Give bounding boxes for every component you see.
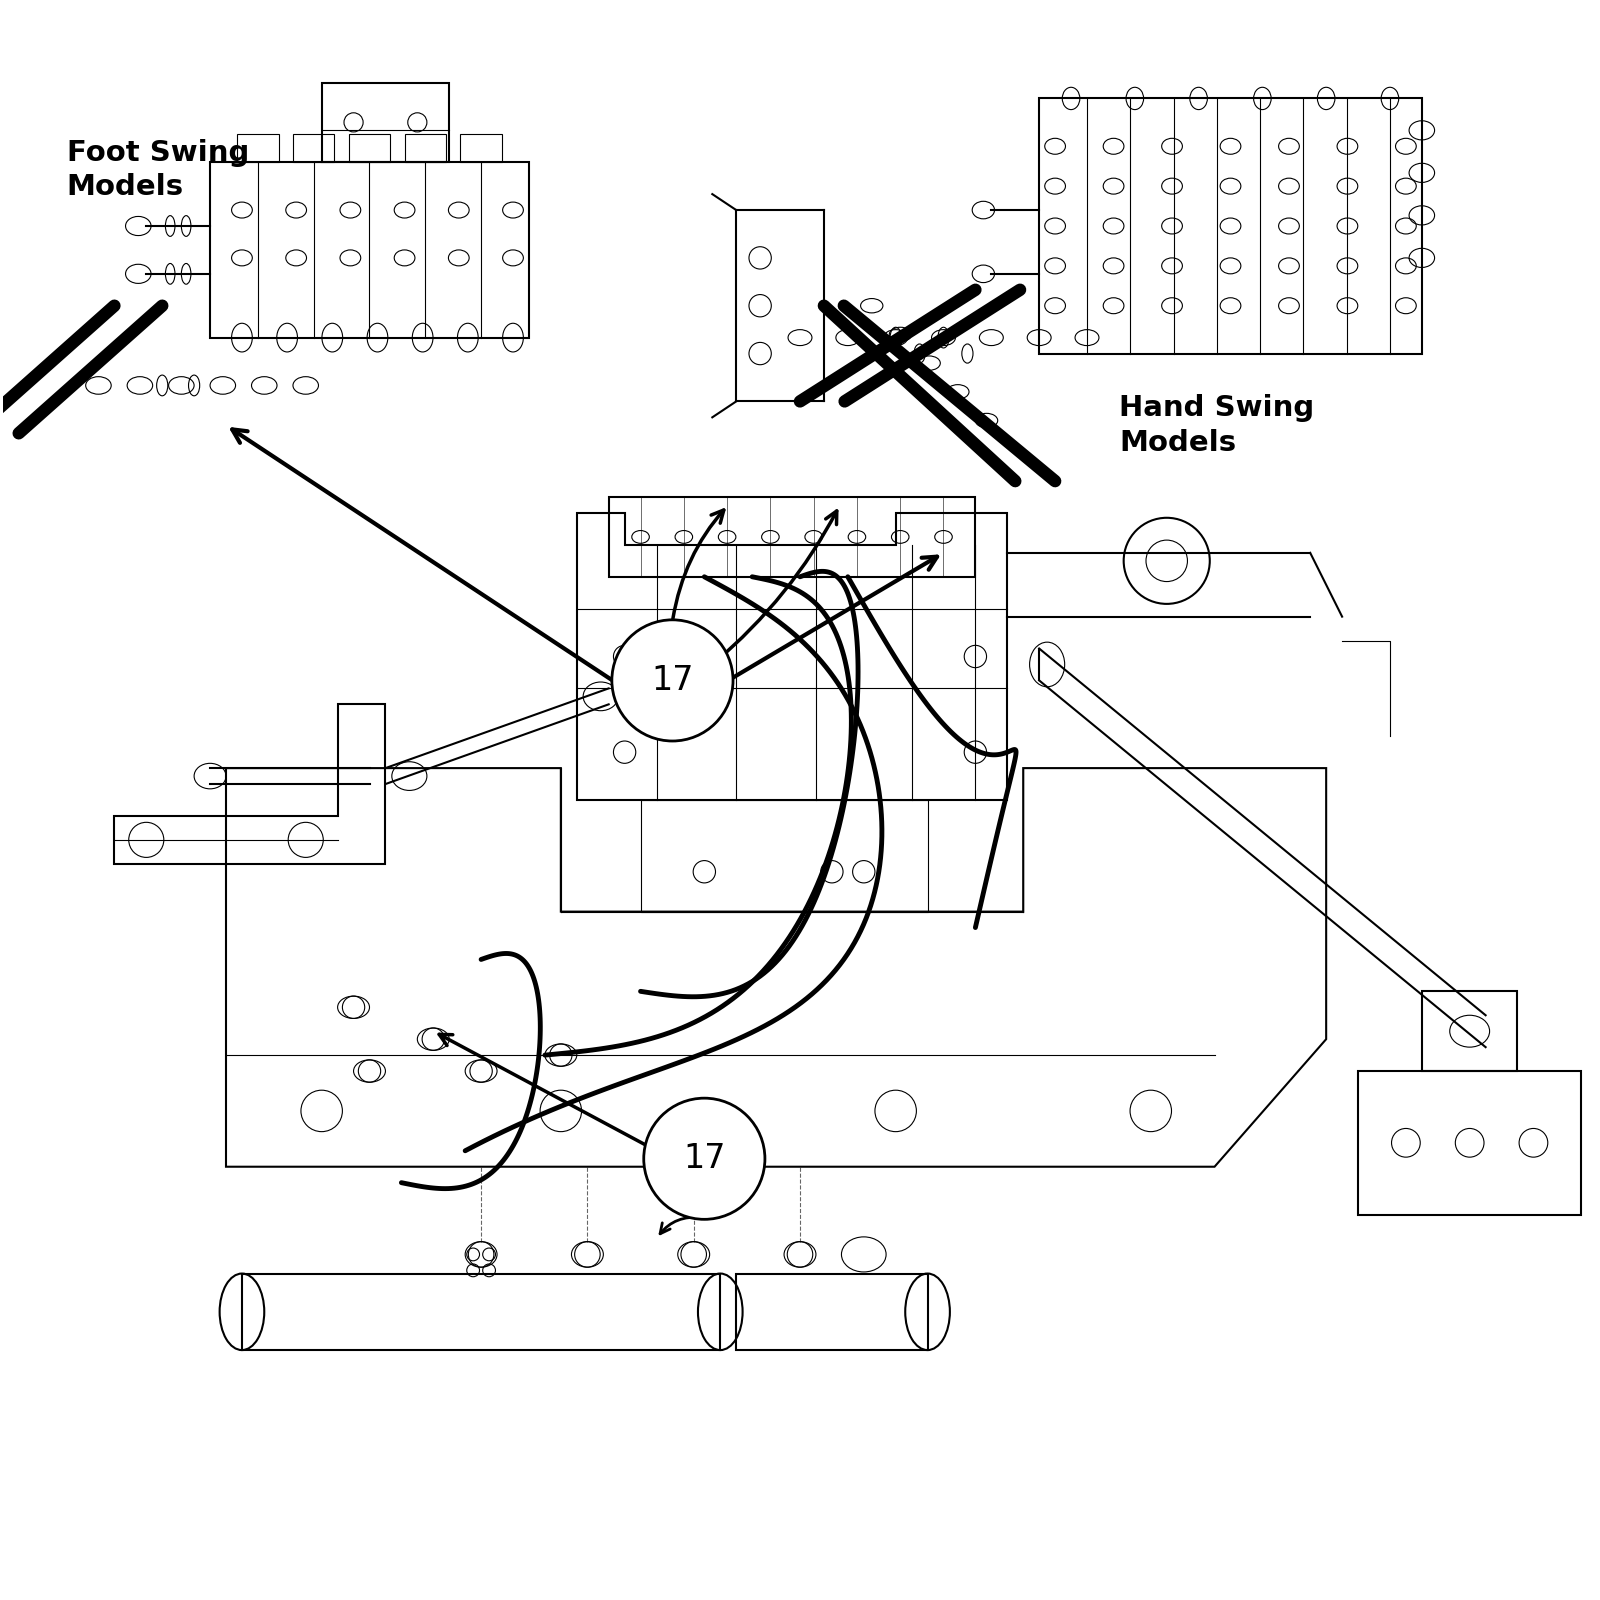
Bar	[640, 800, 928, 912]
Circle shape	[611, 619, 733, 741]
Bar	[242, 1274, 720, 1350]
Text: Foot Swing
Models: Foot Swing Models	[67, 139, 250, 202]
Text: 17: 17	[651, 664, 694, 698]
Text: 17: 17	[683, 1142, 725, 1176]
Bar	[405, 133, 446, 162]
Bar	[736, 1274, 928, 1350]
Bar	[237, 133, 278, 162]
Circle shape	[643, 1098, 765, 1219]
Bar	[349, 133, 390, 162]
Bar	[293, 133, 334, 162]
Text: Hand Swing
Models: Hand Swing Models	[1118, 394, 1314, 456]
Bar	[461, 133, 502, 162]
